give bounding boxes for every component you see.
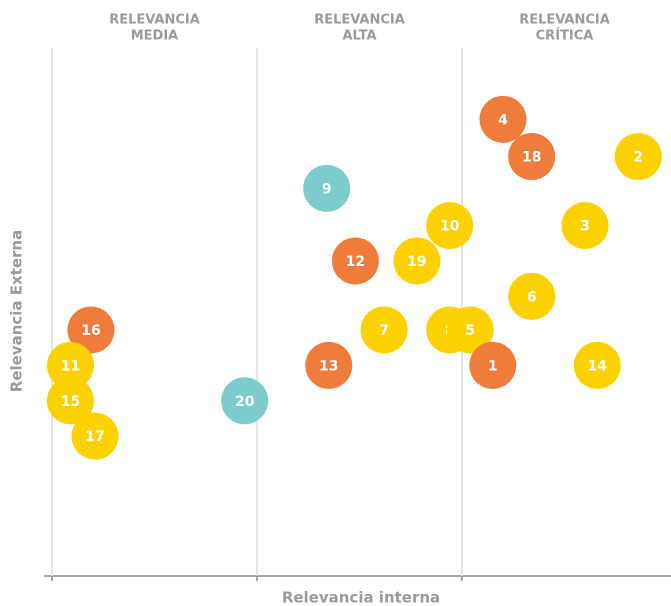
point-label: 14	[588, 358, 608, 374]
point	[303, 164, 351, 212]
point-label: 13	[319, 358, 338, 374]
point	[508, 272, 556, 320]
point-label: 5	[465, 323, 475, 339]
point	[46, 341, 94, 389]
point-label: 10	[440, 219, 460, 235]
point-label: 19	[407, 254, 426, 270]
point-label: 4	[498, 112, 508, 128]
point	[221, 377, 269, 425]
point	[46, 377, 94, 425]
point-label: 7	[379, 323, 389, 339]
point-label: 9	[322, 181, 332, 197]
column-label: RELEVANCIA	[519, 13, 610, 28]
column-label: RELEVANCIA	[314, 13, 405, 28]
column-label: CRÍTICA	[536, 28, 594, 44]
point	[508, 133, 556, 181]
point	[614, 133, 662, 181]
point-label: 3	[580, 219, 590, 235]
point-label: 17	[85, 429, 104, 445]
point	[573, 341, 621, 389]
column-label: ALTA	[342, 29, 376, 44]
point	[469, 341, 517, 389]
x-axis-title: Relevancia interna	[282, 589, 440, 606]
point	[446, 306, 494, 354]
point	[479, 95, 527, 143]
point	[331, 237, 379, 285]
point-label: 1	[488, 358, 498, 374]
point-label: 2	[633, 150, 643, 166]
point-label: 12	[346, 254, 365, 270]
point-label: 20	[235, 394, 255, 410]
point	[67, 306, 115, 354]
point-label: 15	[61, 394, 80, 410]
point-label: 6	[527, 289, 537, 305]
point	[426, 202, 474, 250]
point-label: 16	[81, 323, 100, 339]
point-label: 18	[522, 150, 541, 166]
column-label: MEDIA	[131, 29, 179, 44]
y-axis-title: Relevancia Externa	[8, 230, 26, 392]
point	[305, 341, 353, 389]
point	[393, 237, 441, 285]
point	[71, 412, 119, 460]
point-label: 11	[61, 358, 80, 374]
point	[561, 202, 609, 250]
column-label: RELEVANCIA	[109, 13, 200, 28]
point	[360, 306, 408, 354]
